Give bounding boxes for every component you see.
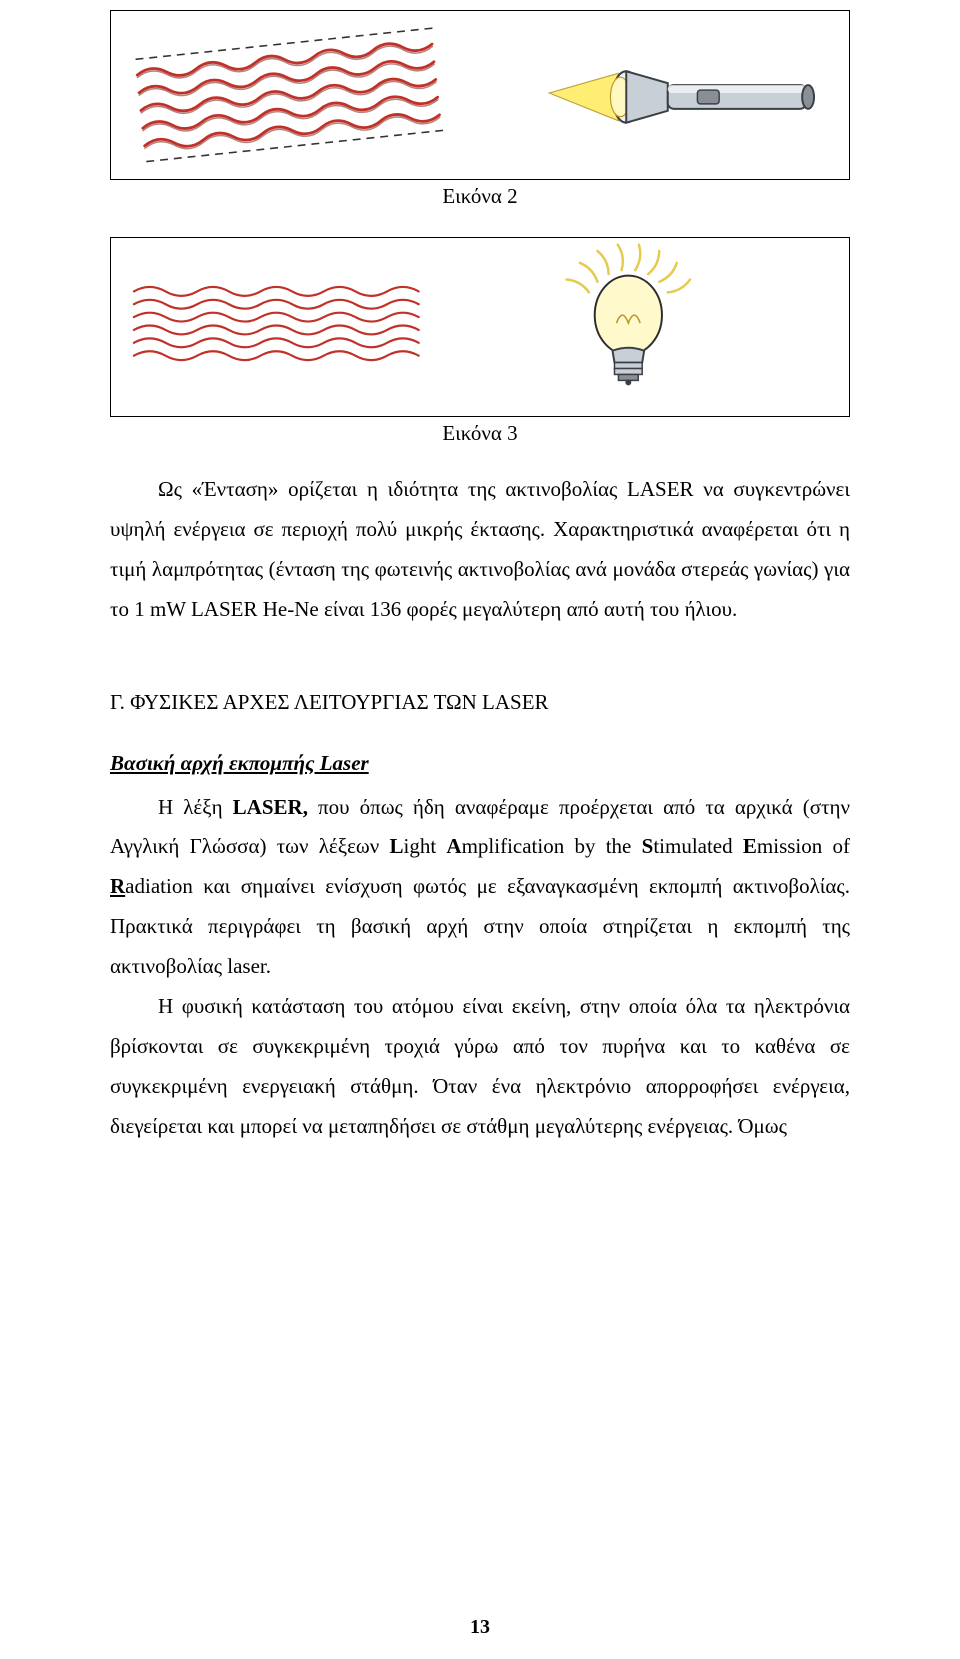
p1-laser: LASER, — [233, 795, 308, 819]
figure-3-svg — [111, 238, 849, 416]
p2: Η φυσική κατάσταση του ατόμου είναι εκεί… — [110, 987, 850, 1147]
section-subheading: Βασική αρχή εκπομπής Laser — [110, 751, 850, 776]
p1-w5: adiation και σημαίνει ενίσχυση φωτός με … — [110, 874, 850, 978]
p1-w3: timulated — [653, 834, 743, 858]
section-heading: Γ. ΦΥΣΙΚΕΣ ΑΡΧΕΣ ΛΕΙΤΟΥΡΓΙΑΣ ΤΩΝ LASER — [110, 690, 850, 715]
figure-3-box — [110, 237, 850, 417]
p1-pre: Η λέξη — [158, 795, 233, 819]
section-body: Η λέξη LASER, που όπως ήδη αναφέραμε προ… — [110, 788, 850, 1147]
p1-L: L — [389, 834, 403, 858]
p1-w2: mplification by the — [462, 834, 642, 858]
page-number: 13 — [0, 1616, 960, 1639]
figure-2-box — [110, 10, 850, 180]
page: Εικόνα 2 Εικόνα 3 Ως «Ένταση» ορίζεται η — [0, 0, 960, 1659]
p1-E: E — [743, 834, 757, 858]
intro-paragraph: Ως «Ένταση» ορίζεται η ιδιότητα της ακτι… — [110, 470, 850, 630]
p1-R: R — [110, 874, 125, 898]
figure-2-caption: Εικόνα 2 — [110, 184, 850, 209]
figure-2-svg — [111, 11, 849, 179]
p1-w4: mission of — [757, 834, 850, 858]
p1-A: A — [446, 834, 461, 858]
p1-w1: ight — [403, 834, 446, 858]
figure-3-caption: Εικόνα 3 — [110, 421, 850, 446]
p1-S: S — [642, 834, 654, 858]
